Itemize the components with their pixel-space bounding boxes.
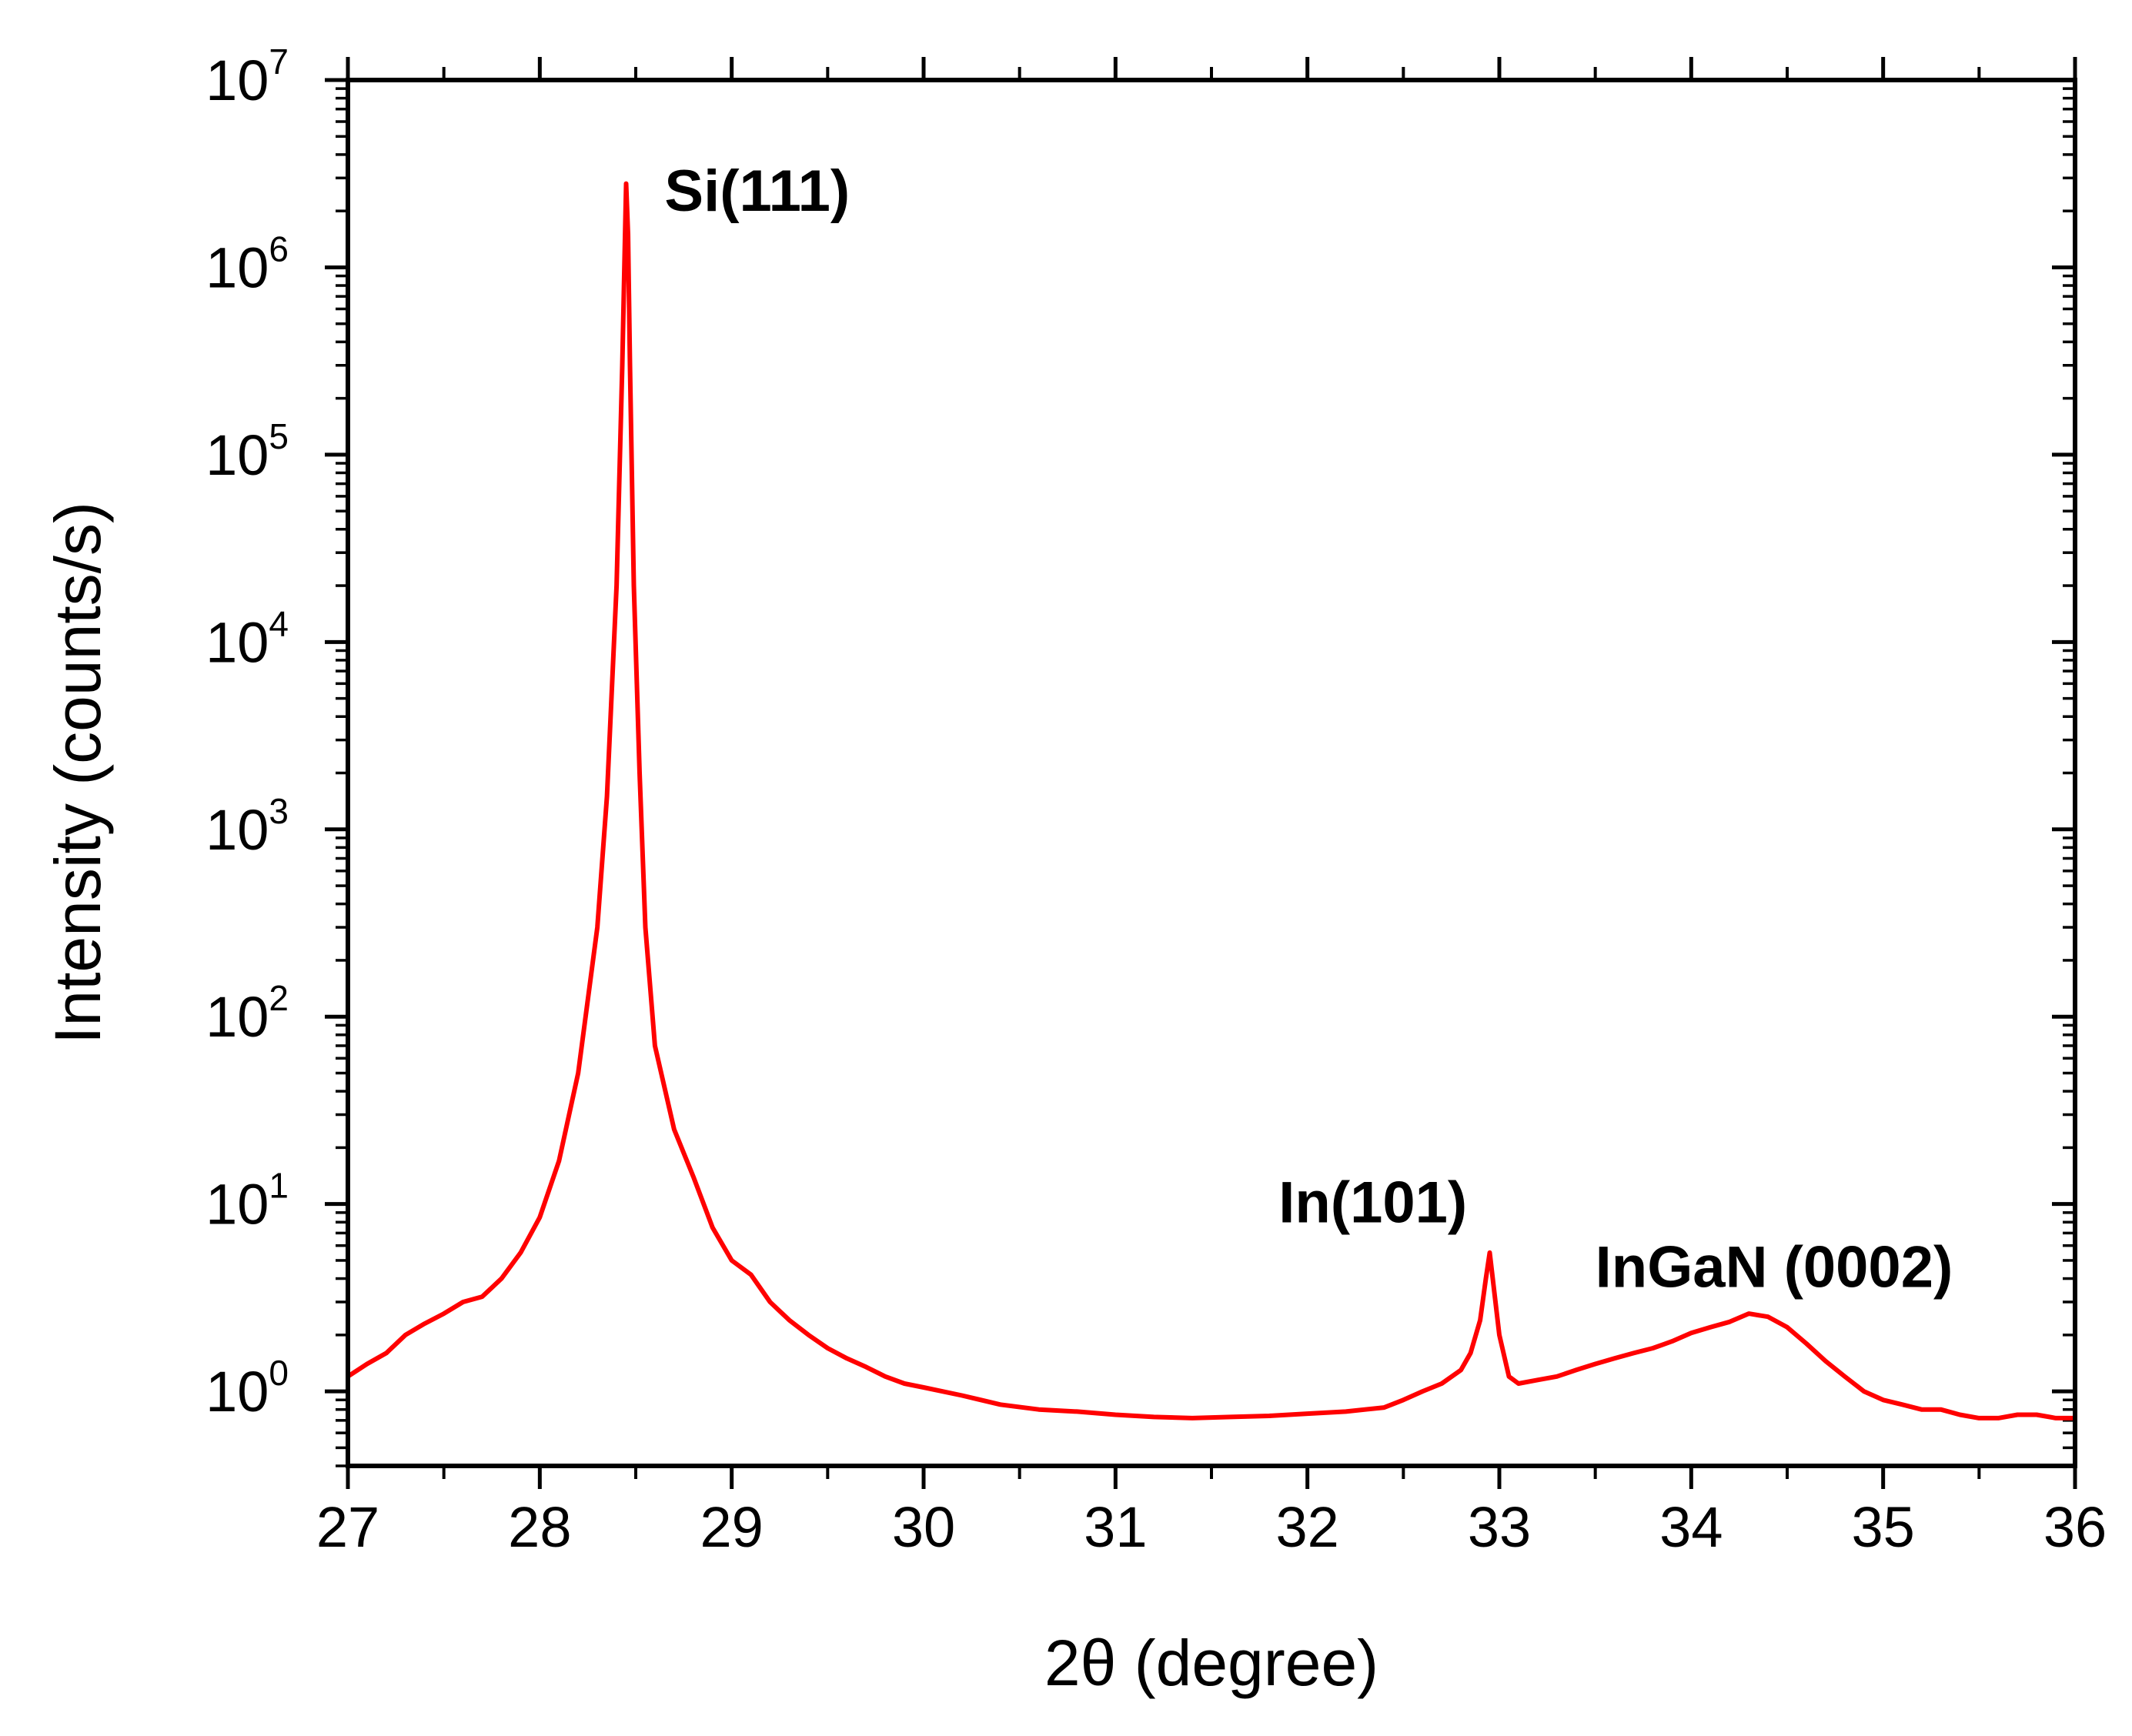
plot-frame (346, 78, 2077, 1468)
y-tick-base: 10 (206, 1360, 269, 1424)
x-axis-title: 2θ (degree) (1044, 1627, 1378, 1699)
y-tick-exponent: 5 (269, 416, 289, 456)
x-tick-label: 33 (1468, 1495, 1531, 1559)
y-tick-base: 10 (206, 985, 269, 1049)
series-line (346, 181, 2077, 1421)
x-tick-label: 34 (1659, 1495, 1723, 1559)
y-tick-label: 100 (206, 1353, 289, 1424)
y-tick-label: 106 (206, 229, 289, 299)
peak-annotation: Si(111) (664, 159, 850, 224)
x-tick-label: 31 (1084, 1495, 1147, 1559)
series-layer (346, 181, 2077, 1421)
y-tick-label: 105 (206, 416, 289, 487)
y-tick-label: 103 (206, 791, 289, 862)
y-tick-base: 10 (206, 423, 269, 487)
annotations: Si(111) In(101) InGaN (0002) (664, 159, 1953, 1300)
y-tick-label: 102 (206, 978, 289, 1049)
x-tick-label: 28 (508, 1495, 571, 1559)
x-tick-label: 32 (1276, 1495, 1339, 1559)
peak-annotation: In(101) (1278, 1170, 1467, 1235)
y-tick-base: 10 (206, 235, 269, 299)
y-tick-exponent: 1 (269, 1166, 289, 1206)
y-tick-exponent: 7 (269, 42, 289, 82)
y-tick-exponent: 6 (269, 229, 289, 269)
y-tick-base: 10 (206, 1173, 269, 1237)
y-tick-exponent: 3 (269, 791, 289, 831)
y-tick-label: 107 (206, 42, 289, 112)
x-tick-label: 27 (316, 1495, 379, 1559)
y-tick-label: 101 (206, 1166, 289, 1237)
y-tick-exponent: 2 (269, 978, 289, 1018)
y-tick-base: 10 (206, 48, 269, 112)
y-tick-exponent: 4 (269, 603, 289, 643)
x-tick-label: 29 (700, 1495, 764, 1559)
x-tick-label: 35 (1852, 1495, 1915, 1559)
y-tick-exponent: 0 (269, 1353, 289, 1393)
y-tick-base: 10 (206, 798, 269, 862)
x-tick-label: 30 (892, 1495, 955, 1559)
y-tick-label: 104 (206, 603, 289, 674)
x-tick-labels: 27 28 29 30 31 32 33 34 35 36 (316, 1495, 2107, 1559)
y-tick-base: 10 (206, 610, 269, 674)
x-tick-label: 36 (2043, 1495, 2107, 1559)
y-axis-title: Intensity (counts/s) (42, 502, 114, 1044)
peak-annotation: InGaN (0002) (1596, 1235, 1953, 1300)
